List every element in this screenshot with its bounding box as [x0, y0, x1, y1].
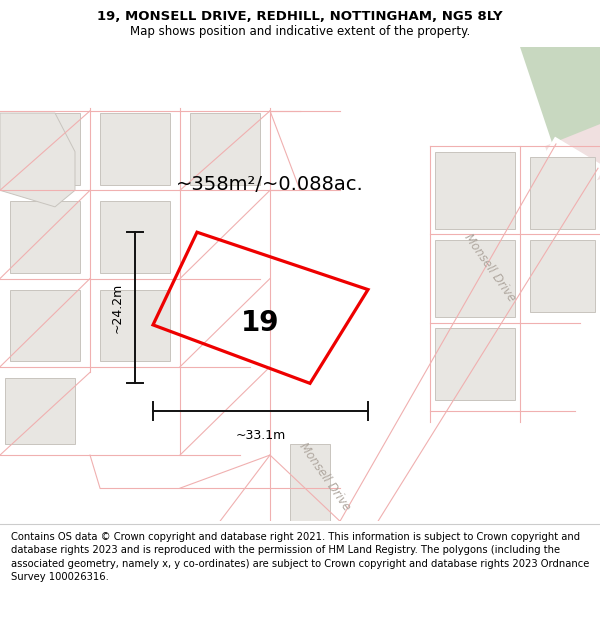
Polygon shape [435, 152, 515, 229]
Polygon shape [0, 113, 75, 207]
Text: Monsell Drive: Monsell Drive [462, 231, 518, 304]
Text: Monsell Drive: Monsell Drive [297, 441, 353, 514]
Polygon shape [10, 201, 80, 273]
Polygon shape [530, 240, 595, 312]
Polygon shape [335, 146, 600, 521]
Polygon shape [520, 47, 600, 152]
Polygon shape [100, 201, 170, 273]
Polygon shape [530, 158, 595, 229]
Polygon shape [190, 113, 260, 185]
Text: 19: 19 [241, 309, 279, 337]
Polygon shape [435, 240, 515, 317]
Polygon shape [5, 378, 75, 444]
Polygon shape [545, 124, 600, 190]
Text: ~33.1m: ~33.1m [235, 429, 286, 442]
Text: ~358m²/~0.088ac.: ~358m²/~0.088ac. [176, 175, 364, 194]
Polygon shape [435, 328, 515, 400]
Polygon shape [100, 289, 170, 361]
Text: Contains OS data © Crown copyright and database right 2021. This information is : Contains OS data © Crown copyright and d… [11, 532, 589, 582]
Text: 19, MONSELL DRIVE, REDHILL, NOTTINGHAM, NG5 8LY: 19, MONSELL DRIVE, REDHILL, NOTTINGHAM, … [97, 10, 503, 23]
Text: ~24.2m: ~24.2m [110, 282, 124, 333]
Text: Map shows position and indicative extent of the property.: Map shows position and indicative extent… [130, 24, 470, 38]
Polygon shape [10, 289, 80, 361]
Polygon shape [100, 113, 170, 185]
Polygon shape [290, 444, 330, 521]
Polygon shape [10, 113, 80, 185]
